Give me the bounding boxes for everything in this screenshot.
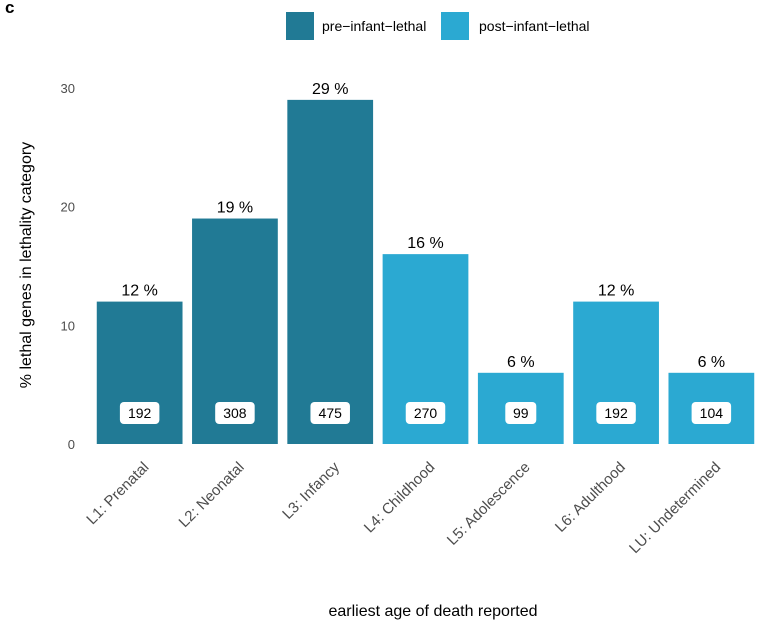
legend-label-post-infant-lethal: post−infant−lethal [479,18,590,34]
bar-count-box [405,402,446,424]
bar-count-box [215,402,255,424]
legend-swatch-post-infant-lethal [441,12,469,40]
bar-count-box [310,402,350,424]
bar-percent-label: 6 % [698,354,726,371]
x-axis: L1: Prenatal L2: Neonatal L3: Infancy L4: C… [83,458,724,556]
panel-label: c [5,0,14,17]
bar-count-label: 99 [513,405,529,421]
x-tick-label: L6: Adulthood [552,459,629,536]
bar-percent-label: 6 % [507,354,535,371]
x-tick-label: L3: Infancy [279,458,343,522]
y-axis-title: % lethal genes in lethality category [18,142,35,388]
legend: pre−infant−lethal post−infant−lethal [286,12,590,40]
bar-count-label: 308 [223,405,247,421]
bar-count-label: 270 [414,405,438,421]
x-tick-label: L4: Childhood [361,459,438,536]
y-tick-label: 20 [61,200,75,215]
y-tick-label: 0 [68,437,75,452]
y-tick-label: 30 [61,81,75,96]
bar-percent-label: 12 % [598,283,634,300]
bars: 12 % 192 19 % 308 29 % 475 16 % 270 6 % 99 12 % 192… [96,81,755,444]
bar-count-box [596,402,636,424]
bar-count-box [119,402,160,424]
bar-count-label: 192 [604,405,628,421]
y-axis: 0 10 20 30 [61,81,75,452]
x-tick-label: L5: Adolescence [444,459,534,549]
bar-percent-label: 12 % [121,283,157,300]
bar-count-box [691,402,732,424]
bar-count-label: 475 [319,405,343,421]
bar-percent-label: 16 % [407,235,443,252]
bar-count-box [505,402,537,424]
x-tick-label: L2: Neonatal [176,459,248,531]
bar-percent-label: 29 % [312,81,348,98]
bar-count-label: 104 [700,405,724,421]
legend-swatch-pre-infant-lethal [286,12,314,40]
bar [287,99,374,444]
y-tick-label: 10 [61,318,75,333]
legend-label-pre-infant-lethal: pre−infant−lethal [322,18,426,34]
x-tick-label: LU: Undetermined [626,459,724,557]
x-axis-title: earliest age of death reported [328,603,537,620]
bar-percent-label: 19 % [217,200,253,217]
x-tick-label: L1: Prenatal [83,459,152,528]
bar-count-label: 192 [128,405,152,421]
